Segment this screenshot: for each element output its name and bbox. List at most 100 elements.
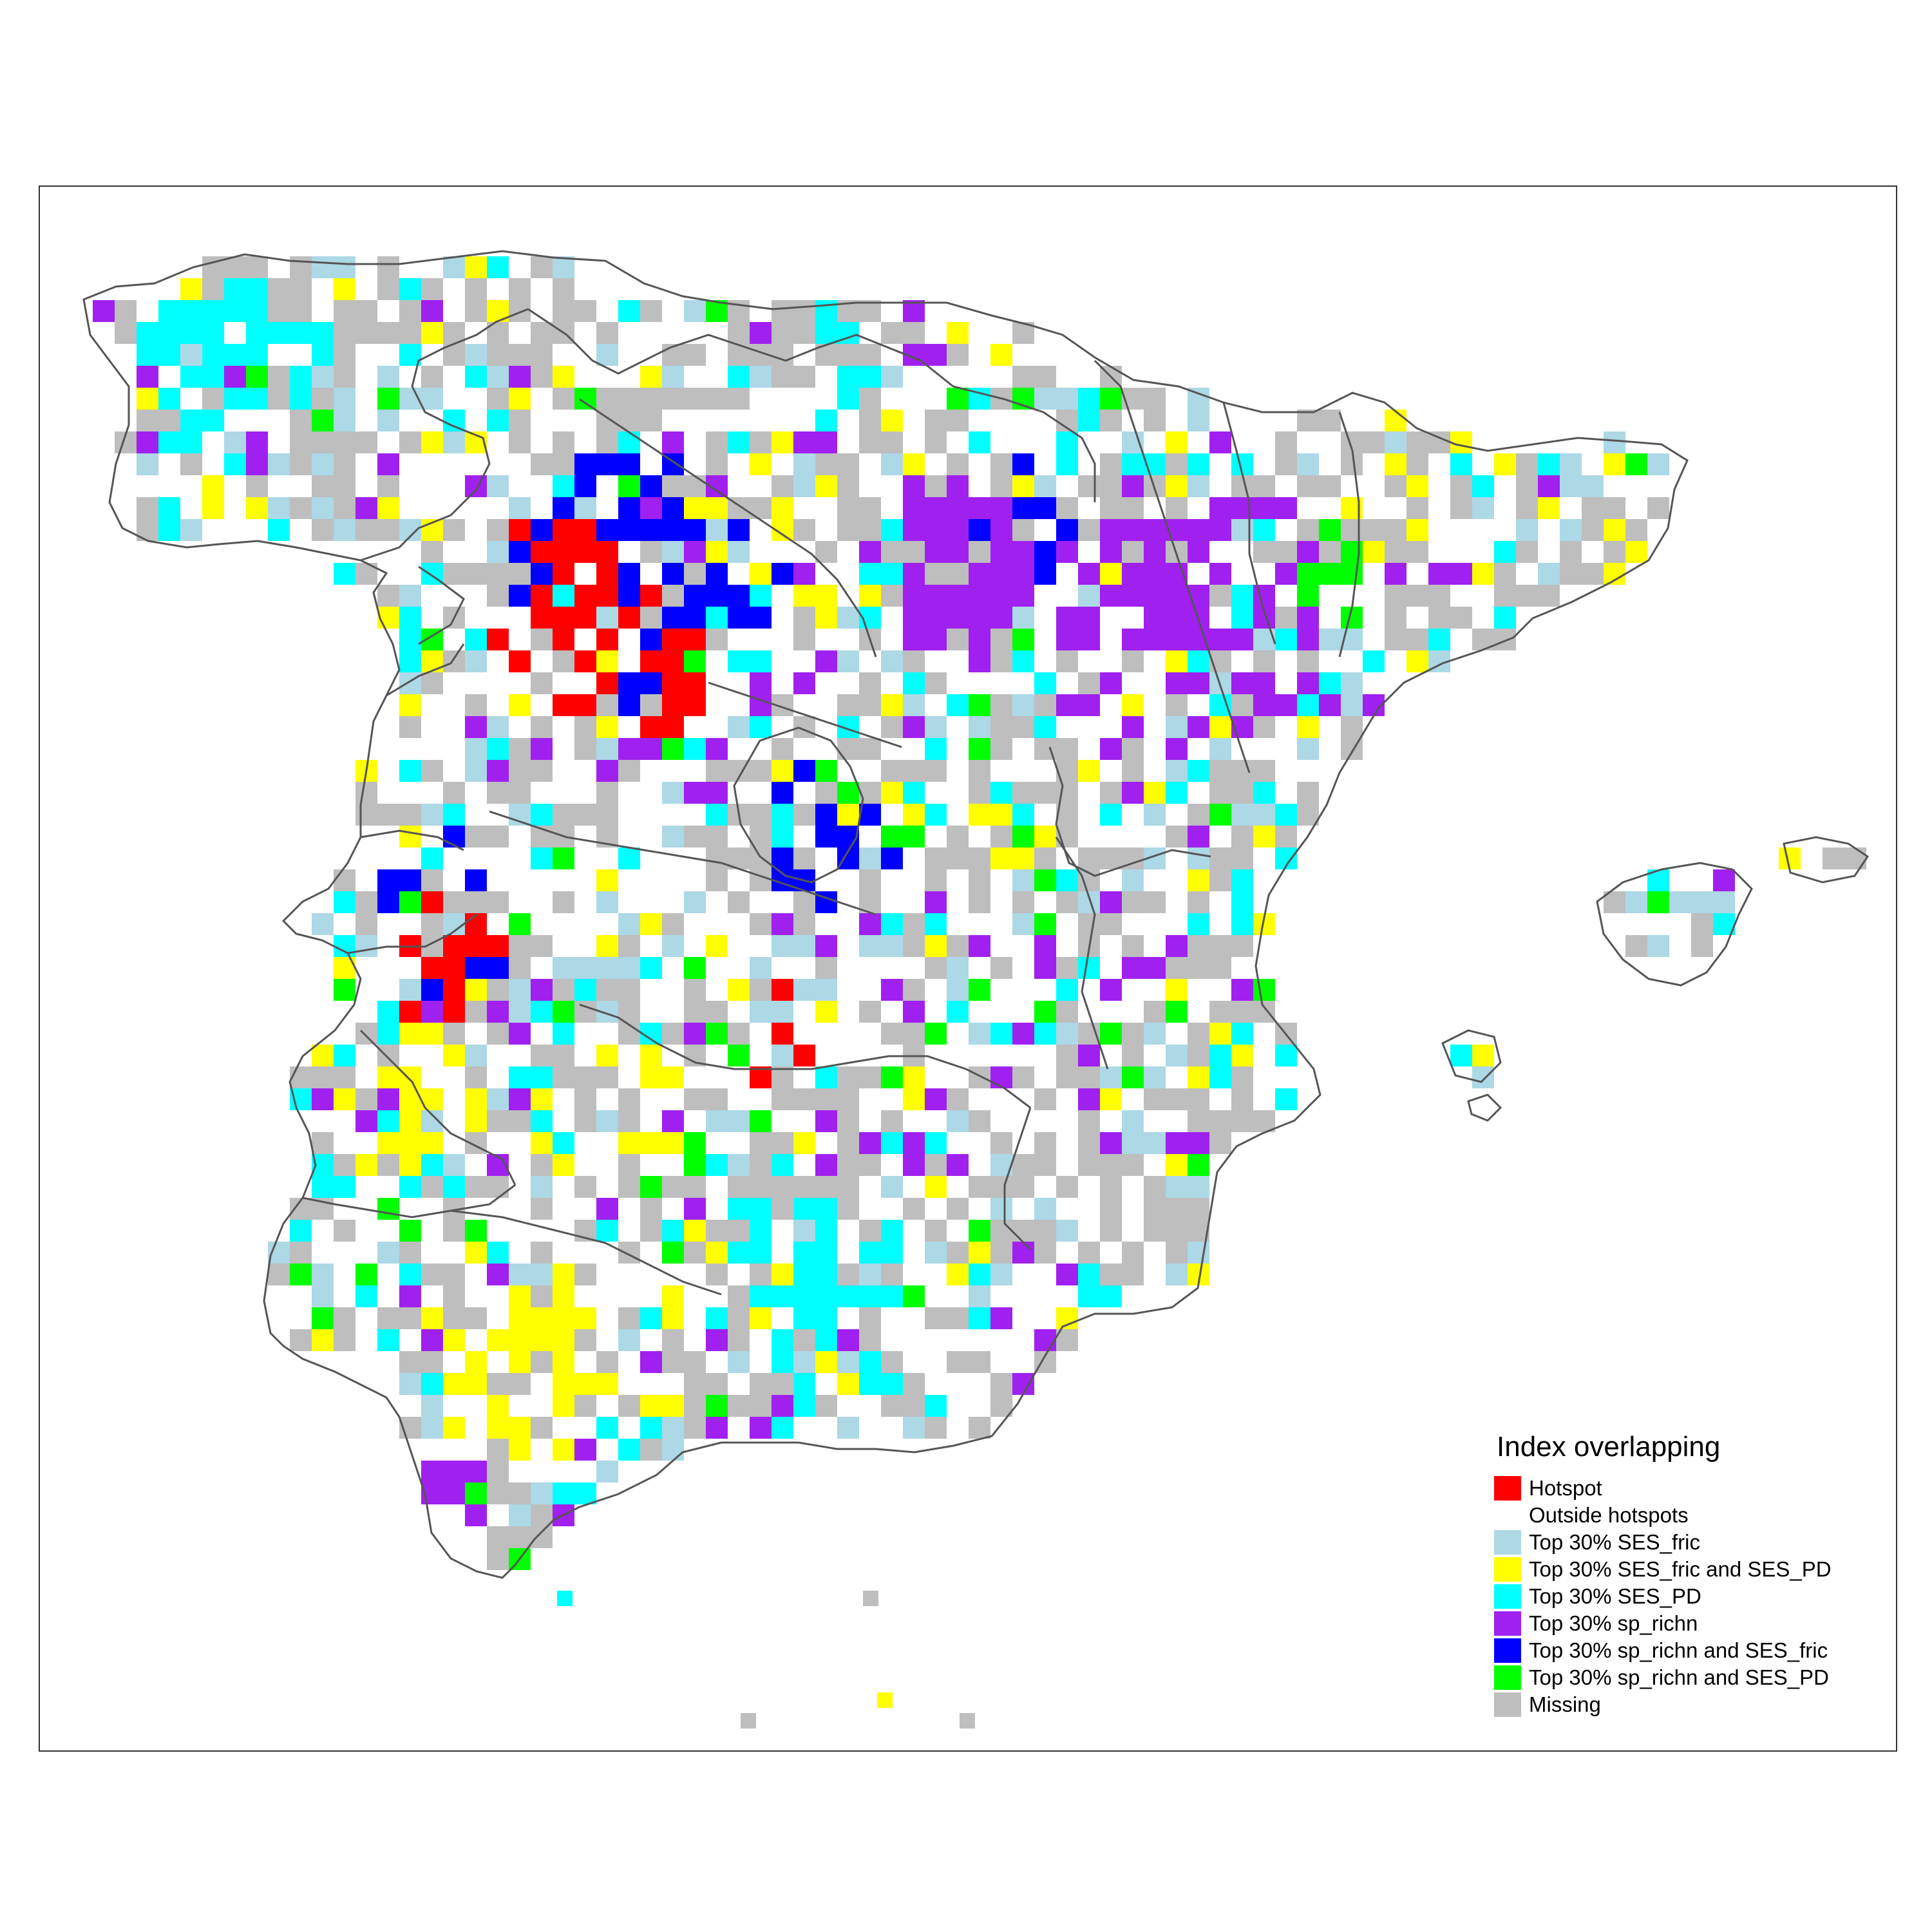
grid-cell-hotspot (553, 694, 574, 716)
grid-cell-missing (1100, 1198, 1122, 1220)
grid-cell-ses_fric (399, 585, 421, 607)
grid-cell-richn_fric (1056, 519, 1078, 541)
grid-cell-missing (1385, 475, 1406, 497)
grid-cell-missing (925, 1307, 947, 1329)
grid-cell-missing (662, 585, 684, 607)
grid-cell-missing (334, 1307, 355, 1329)
grid-cell-ses_fric (728, 541, 750, 563)
grid-cell-missing (1253, 1110, 1275, 1132)
grid-cell-fric_pd (421, 650, 443, 672)
grid-cell-richn_pd (969, 694, 990, 716)
grid-cell-missing (1144, 1198, 1166, 1220)
grid-cell-missing (487, 519, 509, 541)
grid-cell-fric_pd (399, 1154, 421, 1176)
grid-cell-missing (947, 1198, 969, 1220)
grid-cell-ses_pd (815, 1220, 837, 1242)
grid-cell-missing (487, 1176, 509, 1198)
grid-cell-richn_pd (706, 1023, 728, 1045)
grid-cell-fric_pd (706, 1242, 728, 1264)
grid-cell-richn_fric (618, 672, 640, 694)
grid-cell-ses_pd (728, 1242, 750, 1264)
grid-cell-missing (377, 1045, 399, 1066)
grid-cell-sp_richn (1231, 979, 1253, 1001)
grid-cell-richn_fric (728, 585, 750, 607)
grid-cell-missing (1297, 782, 1319, 804)
grid-cell-ses_pd (487, 738, 509, 760)
grid-cell-sp_richn (772, 913, 793, 935)
grid-cell-missing (793, 848, 815, 869)
grid-cell-sp_richn (1253, 497, 1275, 519)
grid-cell-missing (1034, 694, 1056, 716)
grid-cell-missing (509, 1526, 531, 1548)
grid-cell-missing (793, 322, 815, 344)
grid-cell-sp_richn (618, 738, 640, 760)
grid-cell-richn_fric (815, 804, 837, 826)
grid-cell-ses_fric (1385, 431, 1406, 453)
grid-cell-ses_pd (224, 344, 246, 366)
grid-cell-ses_pd (990, 1023, 1012, 1045)
grid-cell-richn_fric (1034, 497, 1056, 519)
legend-title: Index overlapping (1497, 1431, 1721, 1463)
grid-cell-ses_pd (355, 1285, 377, 1307)
islet-cell-missing (741, 1713, 756, 1728)
grid-cell-missing (1078, 1132, 1100, 1154)
grid-cell-missing (531, 1526, 553, 1548)
grid-cell-missing (1144, 1001, 1166, 1023)
grid-cell-missing (465, 694, 487, 716)
grid-cell-ses_fric (421, 1395, 443, 1417)
grid-cell-fric_pd (1209, 1023, 1231, 1045)
grid-cell-missing (487, 979, 509, 1001)
grid-cell-missing (596, 782, 618, 804)
grid-cell-ses_fric (706, 1110, 728, 1132)
grid-cell-richn_pd (1012, 629, 1034, 650)
grid-cell-missing (1209, 935, 1231, 957)
grid-cell-missing (750, 848, 772, 869)
grid-cell-missing (750, 1395, 772, 1417)
grid-cell-fric_pd (684, 1220, 706, 1242)
grid-cell-ses_fric (728, 1110, 750, 1132)
grid-cell-richn_fric (969, 519, 990, 541)
grid-cell-missing (903, 650, 925, 672)
grid-cell-ses_pd (137, 322, 158, 344)
grid-cell-sp_richn (1319, 694, 1341, 716)
grid-cell-richn_fric (640, 629, 662, 650)
grid-cell-missing (487, 388, 509, 410)
grid-cell-missing (1188, 1088, 1209, 1110)
grid-cell-missing (990, 650, 1012, 672)
grid-cell-sp_richn (903, 497, 925, 519)
grid-cell-sp_richn (1034, 1329, 1056, 1351)
grid-cell-missing (1034, 1220, 1056, 1242)
grid-cell-missing (1209, 585, 1231, 607)
grid-cell-richn_pd (553, 848, 574, 869)
grid-cell-fric_pd (421, 431, 443, 453)
grid-cell-sp_richn (1012, 563, 1034, 585)
grid-cell-missing (903, 1023, 925, 1045)
grid-cell-fric_pd (1188, 1066, 1209, 1088)
grid-cell-ses_fric (1582, 475, 1604, 497)
grid-cell-ses_fric (815, 979, 837, 1001)
grid-cell-fric_pd (596, 716, 618, 738)
grid-cell-fric_pd (969, 804, 990, 826)
grid-cell-missing (334, 1220, 355, 1242)
grid-cell-ses_pd (202, 344, 224, 366)
grid-cell-missing (1188, 935, 1209, 957)
legend-item-hotspot: Hotspot (1494, 1475, 1880, 1502)
grid-cell-ses_fric (574, 497, 596, 519)
grid-cell-sp_richn (1166, 1132, 1188, 1154)
grid-cell-hotspot (531, 585, 553, 607)
grid-cell-missing (1253, 716, 1275, 738)
grid-cell-missing (1012, 1154, 1034, 1176)
grid-cell-ses_pd (1538, 453, 1560, 475)
grid-cell-missing (1209, 869, 1231, 891)
grid-cell-sp_richn (1166, 563, 1188, 585)
grid-cell-ses_fric (1144, 1132, 1166, 1154)
grid-cell-ses_pd (399, 278, 421, 300)
grid-cell-missing (1034, 1088, 1056, 1110)
grid-cell-ses_fric (180, 344, 202, 366)
grid-cell-ses_pd (881, 1132, 903, 1154)
grid-cell-missing (1582, 497, 1604, 519)
grid-cell-hotspot (553, 519, 574, 541)
grid-cell-ses_fric (355, 935, 377, 957)
grid-cell-ses_fric (487, 475, 509, 497)
grid-cell-missing (706, 760, 728, 782)
